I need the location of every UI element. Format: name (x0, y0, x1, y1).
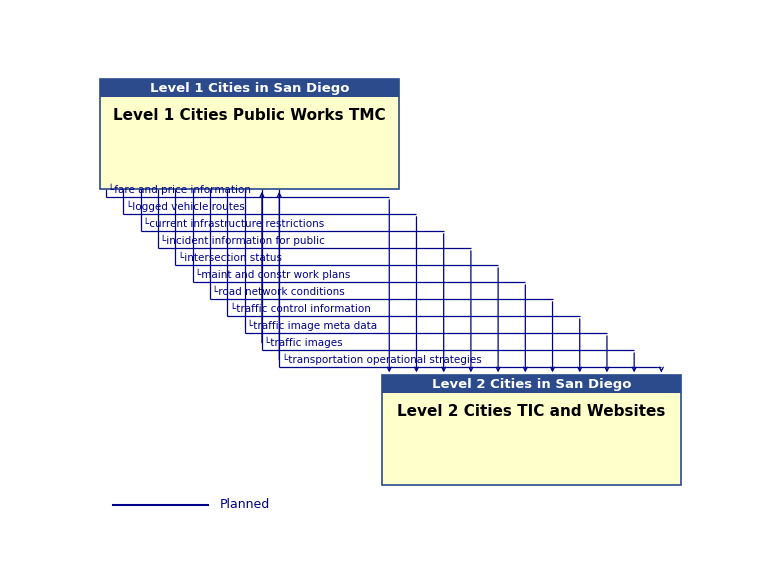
Text: └traffic image meta data: └traffic image meta data (247, 319, 377, 331)
Text: Level 2 Cities TIC and Websites: Level 2 Cities TIC and Websites (398, 404, 665, 419)
Text: └current infrastructure restrictions: └current infrastructure restrictions (143, 219, 324, 229)
Text: └maint and constr work plans: └maint and constr work plans (195, 268, 350, 280)
Text: Level 2 Cities in San Diego: Level 2 Cities in San Diego (432, 378, 631, 391)
Text: └road network conditions: └road network conditions (212, 287, 345, 297)
Text: Planned: Planned (220, 498, 270, 511)
Text: Level 1 Cities Public Works TMC: Level 1 Cities Public Works TMC (113, 108, 386, 123)
Bar (100, 79, 399, 97)
Text: └fare and price information: └fare and price information (108, 184, 251, 195)
Text: └incident information for public: └incident information for public (160, 234, 325, 246)
Text: └logged vehicle routes: └logged vehicle routes (126, 201, 244, 212)
Bar (382, 375, 681, 394)
Bar (100, 79, 399, 189)
Text: └traffic images: └traffic images (264, 336, 343, 348)
Text: Level 1 Cities in San Diego: Level 1 Cities in San Diego (150, 82, 349, 94)
Bar (382, 394, 681, 485)
Text: └transportation operational strategies: └transportation operational strategies (282, 353, 481, 365)
Text: └traffic control information: └traffic control information (230, 304, 371, 314)
Text: └intersection status: └intersection status (178, 253, 282, 263)
Bar (100, 97, 399, 189)
Bar (382, 375, 681, 485)
